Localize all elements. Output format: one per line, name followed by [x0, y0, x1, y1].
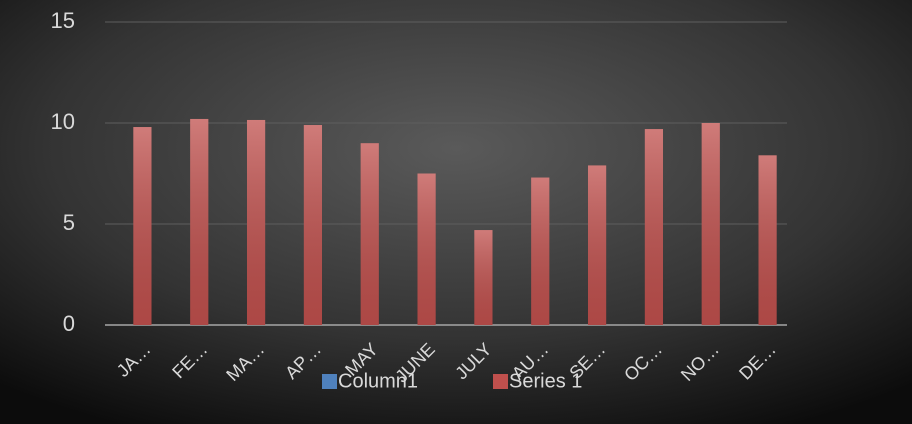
bar: [758, 155, 777, 325]
bar: [417, 173, 436, 325]
y-tick-label: 10: [51, 109, 75, 134]
bar: [587, 165, 607, 325]
bar: [701, 123, 720, 325]
bar: [531, 177, 550, 325]
y-tick-label: 5: [63, 210, 75, 235]
legend-swatch: [322, 374, 337, 389]
bar: [360, 143, 379, 325]
bar: [246, 119, 266, 325]
y-tick-label: 0: [63, 311, 75, 336]
bar: [474, 230, 493, 325]
bar: [133, 127, 152, 325]
bar: [190, 118, 209, 326]
legend-label: Series 1: [509, 370, 582, 392]
legend-label: Column1: [338, 370, 418, 392]
legend-swatch: [493, 374, 508, 389]
y-tick-label: 15: [51, 8, 75, 33]
bar: [644, 129, 664, 325]
bar: [303, 125, 323, 326]
